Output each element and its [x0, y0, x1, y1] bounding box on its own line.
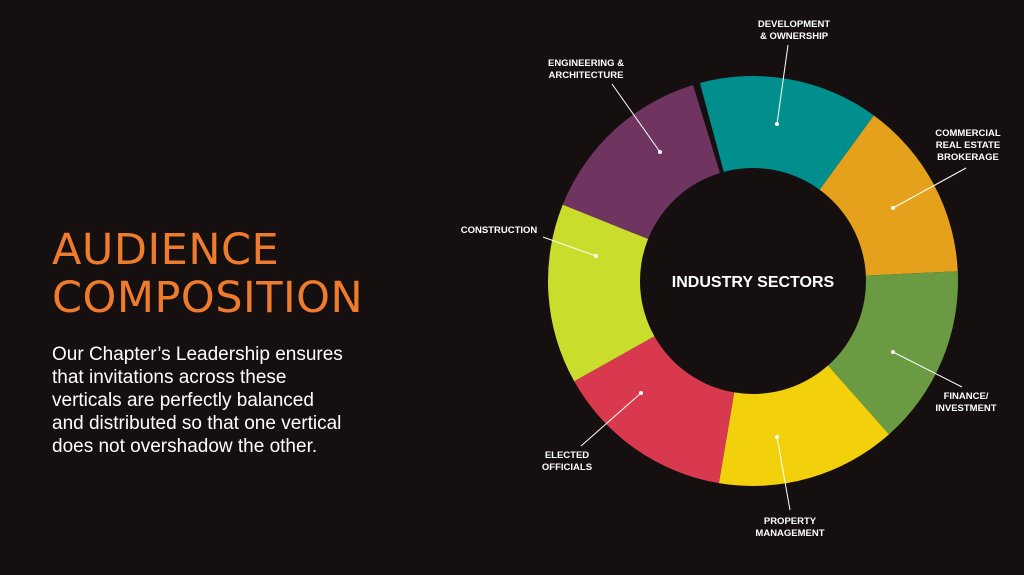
leader-line [776, 44, 789, 125]
leader-dot [891, 350, 895, 354]
leader-line [776, 436, 791, 511]
slice-label-line: INVESTMENT [935, 403, 996, 414]
title-line-1: AUDIENCE [52, 225, 280, 275]
slice-label-line: BROKERAGE [937, 152, 999, 163]
slice-label: COMMERCIAL REAL ESTATE BROKERAGE [935, 128, 1001, 163]
donut-slice [699, 76, 874, 190]
leader-line [892, 167, 967, 209]
slice-label-line: ELECTED [545, 450, 589, 461]
slice-label: ELECTED OFFICIALS [542, 450, 592, 473]
slice-label-line: FINANCE/ [944, 391, 989, 402]
description-line: Our Chapter’s Leadership ensures [52, 344, 343, 365]
slice-label-line: ARCHITECTURE [549, 70, 624, 81]
page-title: AUDIENCE COMPOSITION [52, 226, 363, 322]
description-line: does not overshadow the other. [52, 436, 318, 457]
description-line: and distributed so that one vertical [52, 413, 342, 434]
donut-slice [562, 84, 720, 239]
leader-line [611, 83, 661, 153]
slice-label-line: PROPERTY [764, 516, 817, 527]
donut-slice [718, 365, 890, 487]
description-line: verticals are perfectly balanced [52, 390, 314, 411]
leader-line [892, 351, 963, 388]
leader-dot [891, 206, 895, 210]
donut-slice [819, 115, 958, 276]
leader-line [580, 392, 642, 447]
slice-label-line: DEVELOPMENT [758, 19, 831, 30]
slice-label-line: REAL ESTATE [936, 140, 1000, 151]
chart-center-label: INDUSTRY SECTORS [672, 274, 835, 291]
leader-dot [658, 150, 662, 154]
donut-slice [574, 336, 735, 484]
leader-dot [639, 391, 643, 395]
slice-label: FINANCE/INVESTMENT [935, 391, 996, 414]
slice-label: ENGINEERING & ARCHITECTURE [548, 58, 624, 81]
title-line-2: COMPOSITION [52, 273, 364, 323]
slice-label-line: CONSTRUCTION [461, 225, 538, 236]
slice-label-line: & OWNERSHIP [760, 31, 829, 42]
leader-dot [775, 435, 779, 439]
leader-line [542, 236, 597, 257]
slice-label: DEVELOPMENT & OWNERSHIP [758, 19, 831, 42]
leader-dot [594, 254, 598, 258]
slice-label-line: MANAGEMENT [755, 528, 824, 539]
slice-label: CONSTRUCTION [461, 225, 538, 236]
description-line: that invitations across these [52, 367, 287, 388]
description-paragraph: Our Chapter’s Leadership ensures that in… [52, 343, 397, 458]
slice-label: PROPERTY MANAGEMENT [755, 516, 824, 539]
slice-label-line: COMMERCIAL [935, 128, 1001, 139]
leader-dot [775, 122, 779, 126]
slice-label-line: ENGINEERING & [548, 58, 624, 69]
slice-label-line: OFFICIALS [542, 462, 592, 473]
